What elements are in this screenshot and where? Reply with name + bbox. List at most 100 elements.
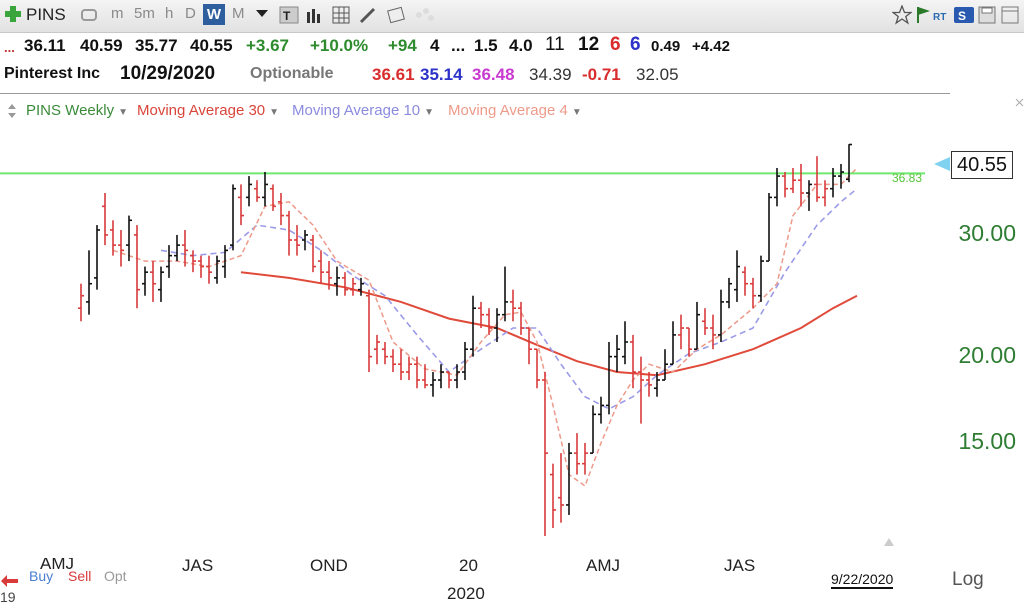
ohlc-bar [206, 255, 212, 284]
legend-ma30[interactable]: Moving Average 30 ▼ [137, 102, 279, 119]
timeframe-d[interactable]: D [185, 5, 196, 22]
ohlc-bar [838, 163, 844, 189]
ohlc-bar [782, 172, 788, 198]
buy-button[interactable]: Buy [29, 568, 54, 584]
time-axis: AMJ JAS OND 20 AMJ JAS [0, 554, 950, 584]
ohlc-bar [190, 250, 196, 273]
ohlc-bar [494, 308, 500, 342]
quote-value-8: 0.49 [651, 38, 681, 55]
ohlc-bar [758, 255, 764, 302]
legend-handle-icon[interactable] [8, 104, 16, 118]
legend-ma30-label: Moving Average 30 [137, 102, 266, 119]
timeframe-5m[interactable]: 5m [134, 5, 155, 22]
ohlc-bar [230, 184, 236, 251]
quote-value-3: 4.0 [509, 36, 533, 55]
window-icon[interactable] [1001, 6, 1019, 24]
options-button[interactable]: Opt [104, 568, 127, 584]
ohlc-bar [366, 289, 372, 373]
more-tools-icon[interactable] [414, 6, 436, 24]
timeframe-mo[interactable]: M [232, 5, 245, 22]
optionable-label: Optionable [250, 65, 334, 82]
legend-ma4-label: Moving Average 4 [448, 102, 568, 119]
ohlc-bar [174, 234, 180, 262]
ohlc-bar [518, 301, 524, 335]
star-icon[interactable] [892, 5, 912, 25]
time-axis-year-fragment: 19 [0, 589, 16, 605]
last-price-box: 40.55 [951, 151, 1013, 179]
realtime-icon[interactable]: RT [933, 6, 951, 24]
ohlc-bar [534, 348, 540, 389]
ohlc-bar [598, 396, 604, 424]
ohlc-bar [566, 442, 572, 515]
ohlc-bar [118, 229, 124, 267]
ohlc-bar [294, 225, 300, 256]
ohlc-bar [638, 356, 644, 424]
caret-icon: ▼ [118, 107, 128, 118]
chevron-down-icon[interactable] [256, 10, 268, 18]
timeframe-m[interactable]: m [111, 5, 124, 22]
ohlc-bar [542, 372, 548, 537]
quote-value-5: 12 [578, 34, 600, 55]
timeframe-w[interactable]: W [203, 4, 225, 25]
ohlc-bar [454, 364, 460, 389]
ma4-line [112, 167, 858, 488]
ohlc-bar [414, 356, 420, 389]
legend-ma4[interactable]: Moving Average 4 ▼ [448, 102, 582, 119]
ohlc-bar [398, 349, 404, 381]
eraser-icon[interactable] [386, 6, 406, 24]
ohlc-bar [790, 167, 796, 193]
legend-ma10-label: Moving Average 10 [292, 102, 421, 119]
ohlc-bar [686, 327, 692, 357]
ohlc-bar [774, 167, 780, 207]
ohlc-bar [406, 356, 412, 381]
add-symbol-icon[interactable] [4, 5, 22, 23]
legend-series-label: PINS Weekly [26, 102, 115, 119]
time-axis-label: 20 [459, 556, 478, 575]
price-tick: 30.00 [958, 219, 1016, 246]
ohlc-bar [142, 266, 148, 296]
ohlc-bar [702, 308, 708, 335]
price-tick: 15.00 [958, 427, 1016, 454]
ohlc-bar [526, 327, 532, 365]
trade-arrows-icon[interactable] [0, 571, 20, 587]
text-tool-icon[interactable]: T [279, 6, 299, 24]
ohlc-bar [734, 250, 740, 302]
ohlc-bar [350, 277, 356, 296]
bar-chart-icon[interactable] [305, 6, 323, 24]
ohlc-bar [110, 220, 116, 256]
pane-close-icon[interactable] [1015, 98, 1024, 107]
ohlc-bar [718, 289, 724, 342]
flag-icon[interactable] [915, 6, 933, 24]
time-axis-label: AMJ [586, 556, 620, 575]
pencil-icon[interactable] [358, 6, 376, 24]
save-icon[interactable] [978, 6, 996, 24]
scroll-up-icon[interactable] [884, 538, 894, 546]
ohlc-bar [86, 250, 92, 315]
ohlc-bar [254, 180, 260, 202]
info-value-3: 36.48 [472, 65, 515, 84]
timeframe-h[interactable]: h [165, 5, 174, 22]
grid-icon[interactable] [332, 6, 350, 24]
legend-ma10[interactable]: Moving Average 10 ▼ [292, 102, 434, 119]
ma30-line [240, 271, 858, 377]
quote-ellipsis: ... [4, 40, 15, 55]
log-scale-toggle[interactable]: Log [952, 569, 984, 590]
ohlc-bar [814, 156, 820, 202]
ohlc-bar [446, 371, 452, 389]
info-value-4: 34.39 [529, 65, 572, 84]
link-icon[interactable] [80, 6, 98, 24]
sell-button[interactable]: Sell [68, 568, 92, 584]
ohlc-bar [470, 295, 476, 357]
header-divider [0, 93, 950, 94]
ohlc-bar [630, 334, 636, 389]
price-chart[interactable] [0, 120, 950, 550]
ohlc-bar [246, 176, 252, 207]
ohlc-bar [302, 229, 308, 251]
ohlc-bar [830, 167, 836, 198]
service-icon[interactable]: S [953, 6, 975, 24]
percent-change: +10.0% [310, 36, 369, 55]
symbol-field[interactable]: PINS [26, 5, 66, 24]
info-value-6: 32.05 [636, 65, 679, 84]
legend-series[interactable]: PINS Weekly ▼ [26, 102, 128, 119]
level-line-label: 36.83 [892, 171, 923, 185]
